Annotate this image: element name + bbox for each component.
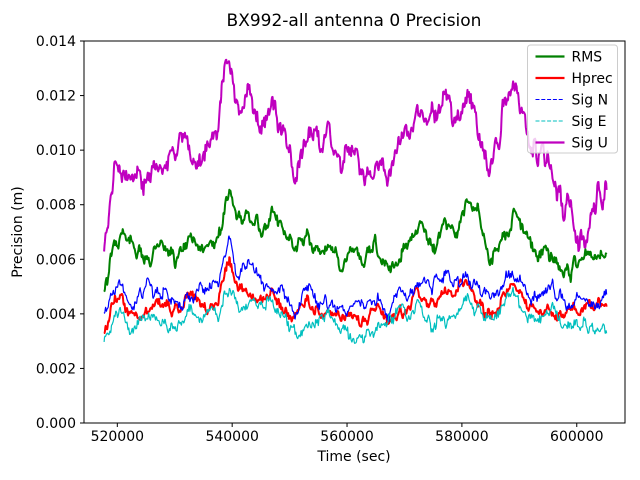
x-tick-label: 540000 — [205, 429, 258, 445]
chart-title: BX992-all antenna 0 Precision — [227, 11, 482, 31]
series-line-rms — [103, 188, 608, 293]
y-tick-label: 0.012 — [36, 89, 76, 105]
legend-label: Sig U — [572, 136, 608, 152]
legend-entry-rms: RMS — [535, 50, 603, 66]
x-tick-label: 520000 — [91, 429, 144, 445]
x-tick-label: 580000 — [435, 429, 488, 445]
y-tick-label: 0.006 — [36, 252, 76, 268]
series-line-sig-n — [103, 235, 608, 323]
y-axis-ticks: 0.000 0.002 0.004 0.006 0.008 0.010 0.012 0.014 — [36, 34, 84, 432]
x-tick-label: 600000 — [550, 429, 603, 445]
x-axis-label: Time (sec) — [316, 449, 390, 465]
axes-spines — [83, 40, 626, 424]
legend-label: Hprec — [572, 71, 613, 87]
legend-entry-sig-n: Sig N — [535, 93, 609, 109]
y-tick-label: 0.008 — [36, 198, 76, 214]
series-line-sig-e — [103, 286, 608, 344]
series-line-sig-u — [103, 58, 608, 252]
y-axis-label: Precision (m) — [10, 186, 26, 277]
legend-label: RMS — [572, 50, 603, 66]
legend-label: Sig N — [572, 93, 609, 109]
legend-entry-sig-e: Sig E — [535, 114, 607, 130]
legend-label: Sig E — [572, 114, 607, 130]
legend-frame — [527, 44, 618, 154]
y-tick-label: 0.002 — [36, 361, 76, 377]
legend-entry-hprec: Hprec — [535, 71, 613, 87]
y-tick-label: 0.014 — [36, 34, 76, 50]
x-axis-ticks: 520000 540000 560000 580000 600000 — [91, 423, 603, 445]
series-group — [103, 58, 608, 344]
legend-entry-sig-u: Sig U — [535, 136, 608, 152]
y-tick-label: 0.010 — [36, 143, 76, 159]
y-tick-label: 0.000 — [36, 416, 76, 432]
x-tick-label: 560000 — [320, 429, 373, 445]
y-tick-label: 0.004 — [36, 307, 76, 323]
legend: RMS Hprec Sig N Sig E Sig U — [527, 44, 618, 154]
